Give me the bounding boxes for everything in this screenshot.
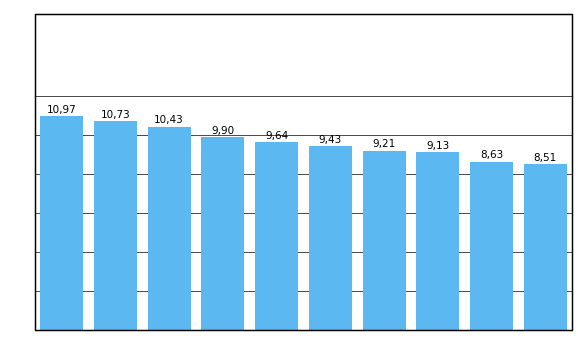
Bar <box>40 116 83 330</box>
Text: 8,51: 8,51 <box>533 153 557 163</box>
Bar <box>255 142 298 330</box>
Bar <box>470 162 513 330</box>
Text: 8,63: 8,63 <box>480 150 503 160</box>
Text: 9,90: 9,90 <box>211 126 235 136</box>
Text: 10,73: 10,73 <box>101 109 130 119</box>
Text: 9,64: 9,64 <box>265 131 288 141</box>
Text: 10,97: 10,97 <box>47 105 76 115</box>
Bar <box>309 147 352 330</box>
Bar <box>147 127 191 330</box>
Bar <box>524 164 567 330</box>
Bar <box>201 137 244 330</box>
Bar <box>362 151 406 330</box>
Text: 9,13: 9,13 <box>426 141 450 151</box>
Bar <box>416 152 460 330</box>
Text: 10,43: 10,43 <box>154 115 184 125</box>
Bar <box>94 121 137 330</box>
Text: 9,21: 9,21 <box>372 139 396 149</box>
Text: 9,43: 9,43 <box>318 135 342 145</box>
